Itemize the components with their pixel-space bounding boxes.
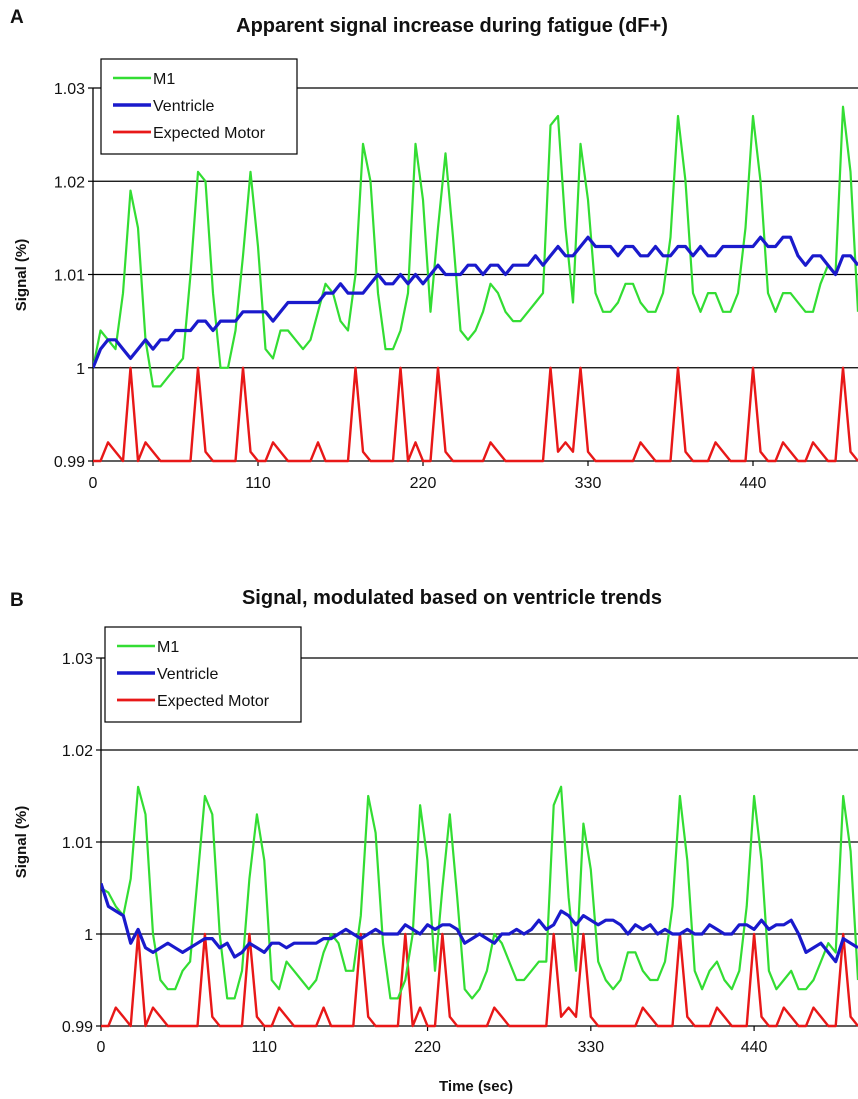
y-tick-label: 0.99 — [54, 454, 85, 471]
x-tick-label: 110 — [245, 475, 271, 492]
x-tick-label: 220 — [410, 475, 437, 492]
chart-title: Signal, modulated based on ventricle tre… — [242, 587, 662, 609]
series-line-ventricle — [101, 882, 858, 964]
x-tick-label: 0 — [89, 475, 98, 492]
y-tick-label: 1 — [76, 361, 85, 378]
chart-panel-b: B Signal, modulated based on ventricle tr… — [10, 587, 858, 1095]
y-tick-label: 1.03 — [54, 81, 85, 98]
y-tick-label: 1 — [84, 927, 93, 944]
legend-label-ventricle: Ventricle — [153, 98, 214, 115]
panel-label: B — [10, 590, 24, 611]
y-tick-label: 1.02 — [54, 174, 85, 191]
y-axis-label: Signal (%) — [13, 806, 30, 879]
x-tick-label: 330 — [577, 1039, 604, 1056]
y-tick-label: 1.01 — [54, 268, 85, 285]
series-line-m1 — [101, 785, 858, 1000]
y-axis-label: Signal (%) — [13, 239, 30, 312]
legend-label-m1: M1 — [157, 639, 179, 656]
series-line-expected-motor — [101, 932, 858, 1028]
legend-label-m1: M1 — [153, 71, 175, 88]
x-tick-label: 440 — [740, 475, 767, 492]
x-tick-label: 440 — [741, 1039, 768, 1056]
panel-label: A — [10, 7, 24, 28]
legend-label-ventricle: Ventricle — [157, 666, 218, 683]
y-tick-label: 1.03 — [62, 651, 93, 668]
chart-title: Apparent signal increase during fatigue … — [236, 15, 668, 37]
x-tick-label: 220 — [414, 1039, 441, 1056]
x-axis-label: Time (sec) — [439, 1078, 513, 1095]
legend-label-expected-motor: Expected Motor — [157, 693, 270, 710]
chart-panel-a: A Apparent signal increase during fatigue… — [10, 7, 858, 492]
y-tick-label: 1.02 — [62, 743, 93, 760]
series-line-ventricle — [93, 235, 858, 369]
series-line-expected-motor — [93, 366, 858, 463]
x-tick-label: 0 — [97, 1039, 106, 1056]
legend-box — [100, 58, 298, 155]
legend: M1 Ventricle Expected Motor — [104, 626, 302, 723]
series-line-m1 — [93, 105, 858, 388]
x-tick-label: 330 — [575, 475, 602, 492]
x-tick-label: 110 — [252, 1039, 278, 1056]
y-tick-label: 1.01 — [62, 835, 93, 852]
legend-label-expected-motor: Expected Motor — [153, 125, 266, 142]
y-tick-label: 0.99 — [62, 1019, 93, 1036]
legend: M1 Ventricle Expected Motor — [100, 58, 298, 155]
